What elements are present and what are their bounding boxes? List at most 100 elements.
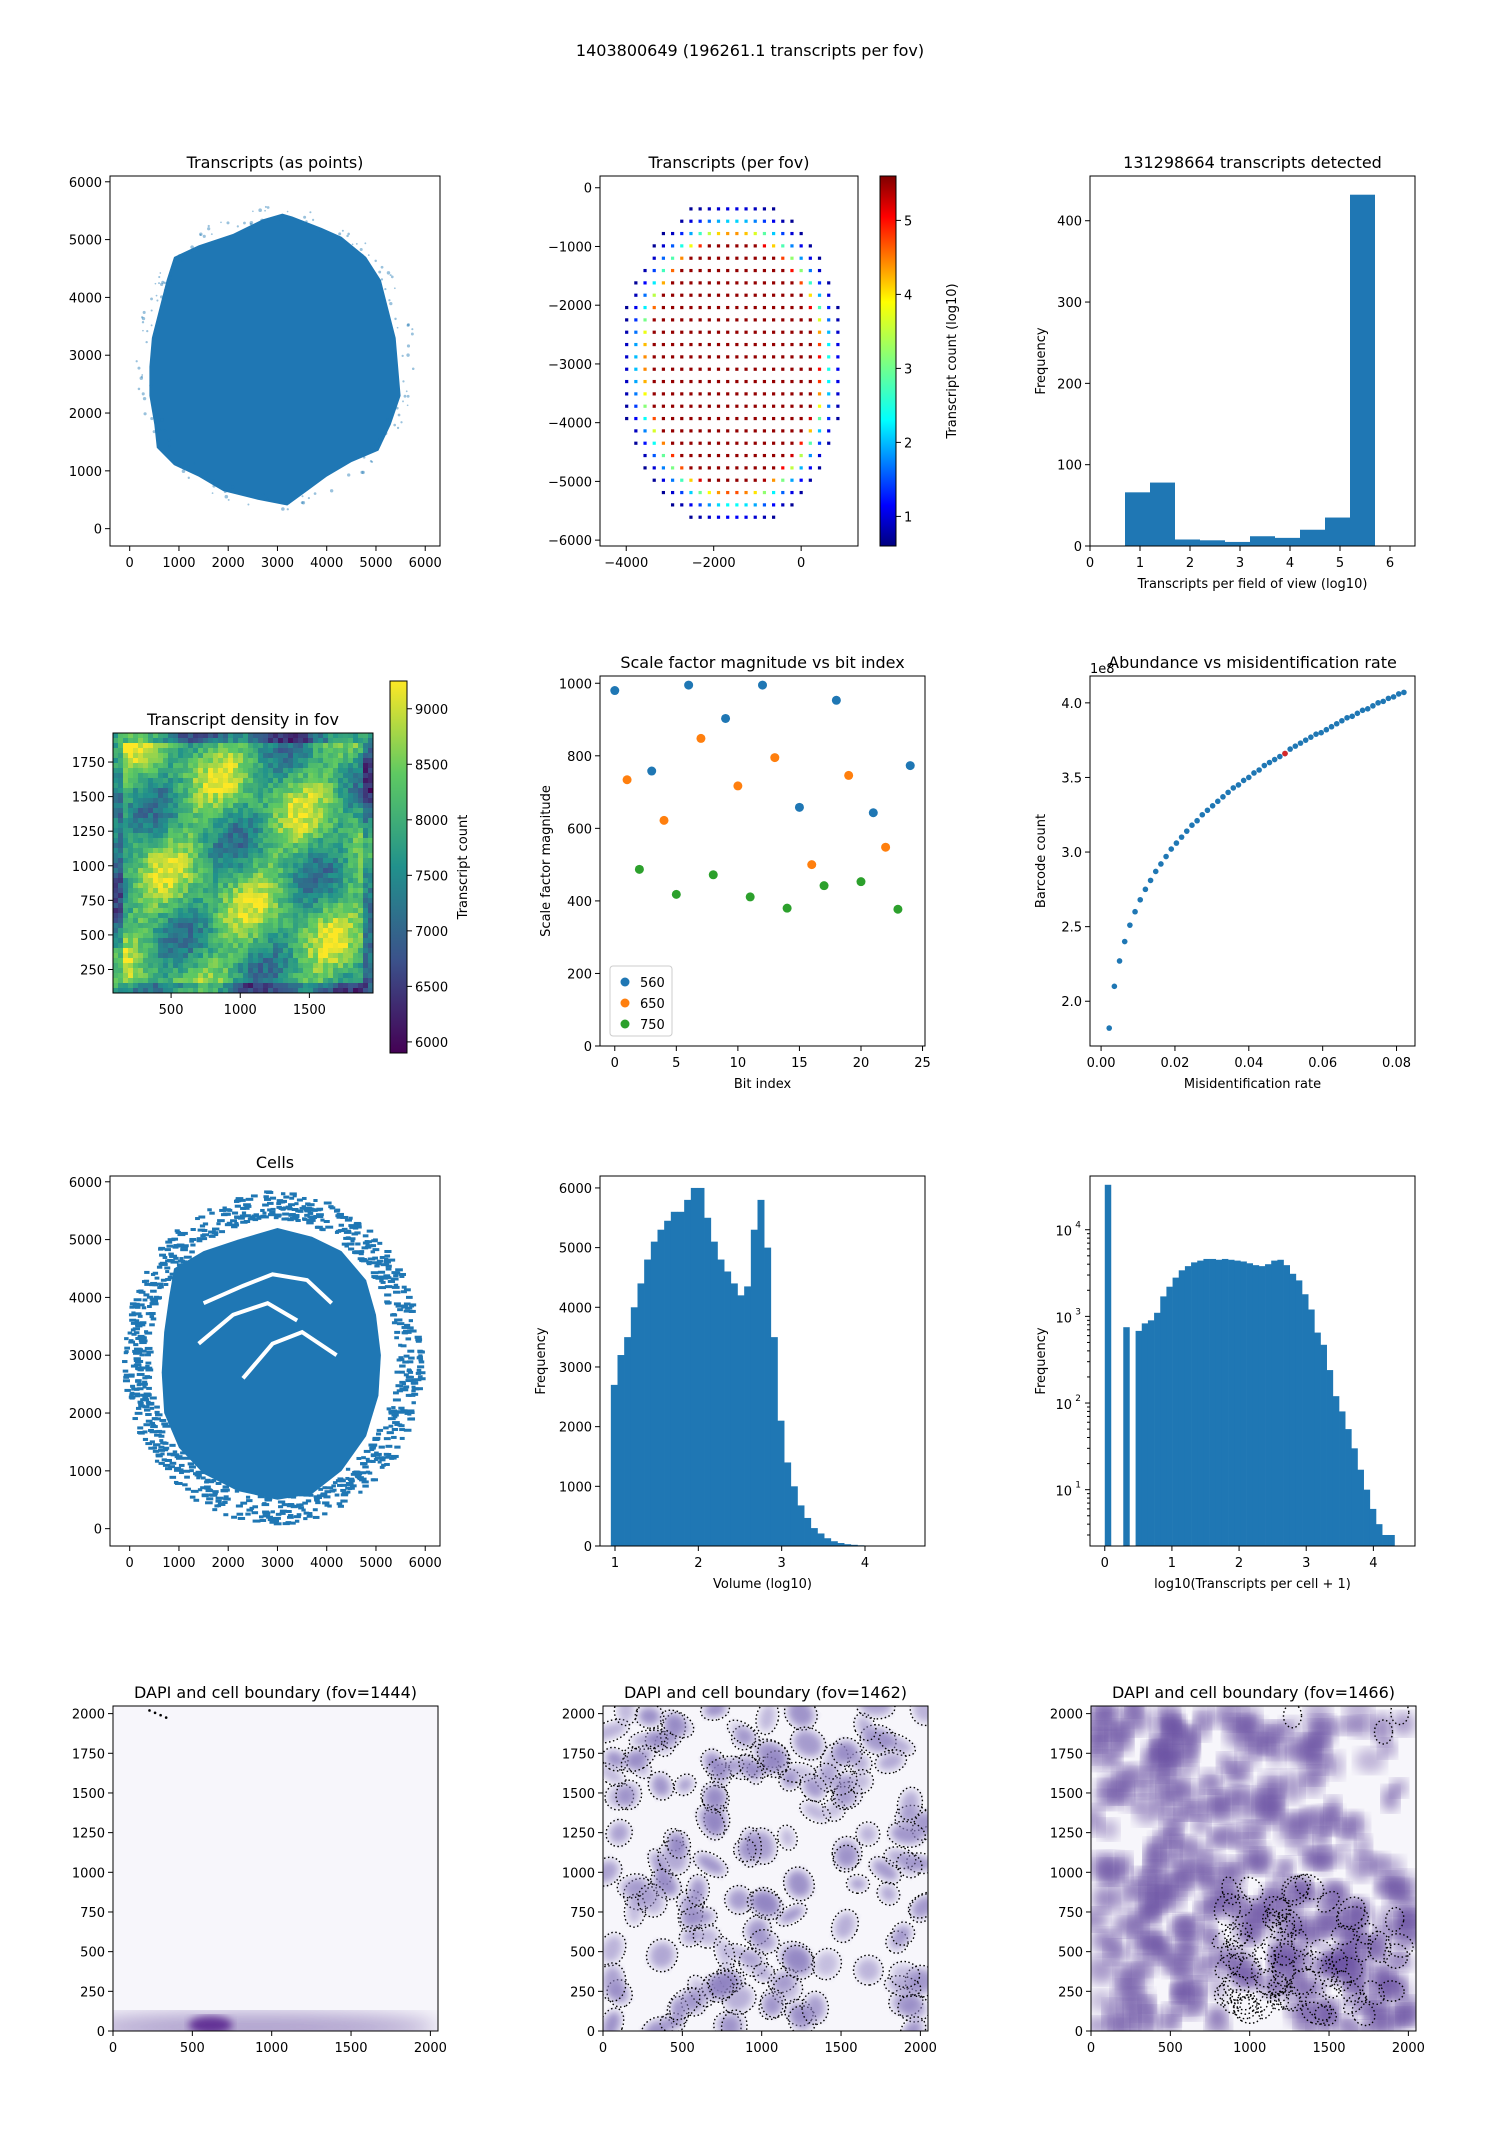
density-cell [158, 763, 164, 769]
cell-marker [169, 1254, 178, 1258]
x-tick-label: 2000 [212, 556, 245, 571]
fov-point [716, 355, 721, 359]
density-cell [238, 738, 244, 744]
density-cell [293, 803, 299, 809]
cell-marker [196, 1239, 203, 1243]
density-cell [238, 873, 244, 879]
barcode-point [1240, 777, 1247, 784]
density-cell [253, 893, 259, 899]
density-cell [363, 843, 369, 849]
density-cell [223, 853, 229, 859]
density-cell [123, 958, 129, 964]
density-cell [213, 868, 219, 874]
density-cell [143, 938, 149, 944]
density-cell [158, 908, 164, 914]
y-tick-label: 5000 [69, 1234, 102, 1249]
cell-boundary [603, 1856, 623, 1887]
x-tick-label: −2000 [692, 556, 736, 571]
cell-marker [361, 1456, 366, 1460]
density-cell [303, 883, 309, 889]
cell-marker [142, 1430, 148, 1434]
cell-marker [312, 1515, 320, 1519]
density-cell [118, 793, 124, 799]
density-cell [148, 783, 154, 789]
density-cell [238, 743, 244, 749]
density-cell [263, 878, 269, 884]
density-cell [198, 893, 204, 899]
density-cell [228, 733, 234, 739]
density-cell [213, 983, 219, 989]
density-cell [193, 798, 199, 804]
density-cell [233, 803, 239, 809]
density-cell [313, 873, 319, 879]
density-cell [318, 968, 324, 974]
barcode-point [1152, 868, 1159, 875]
cell-marker [324, 1503, 330, 1507]
density-cell [158, 973, 164, 979]
cell-marker [148, 1312, 156, 1316]
density-cell [228, 983, 234, 989]
density-cell [213, 978, 219, 984]
fov-point [781, 355, 785, 359]
density-cell [128, 933, 134, 939]
density-cell [113, 923, 119, 929]
cell-marker [290, 1505, 298, 1509]
cell-marker [384, 1462, 390, 1466]
density-cell [258, 963, 264, 969]
density-cell [298, 903, 304, 909]
fov-point [753, 231, 757, 236]
density-cell [138, 743, 144, 749]
density-cell [328, 798, 334, 804]
density-cell [288, 768, 294, 774]
density-cell [153, 978, 159, 984]
density-cell [363, 908, 369, 914]
cell-boundary [890, 1921, 916, 1946]
density-cell [248, 768, 254, 774]
density-cell [233, 978, 239, 984]
cell-marker [142, 1298, 148, 1302]
fov-point [817, 293, 822, 297]
density-cell [278, 863, 284, 869]
density-cell [118, 753, 124, 759]
fov-point [781, 342, 785, 347]
density-cell [288, 898, 294, 904]
density-cell [118, 778, 124, 784]
density-cell [138, 868, 144, 874]
density-cell [228, 988, 234, 994]
density-cell [168, 958, 174, 964]
transcript-point [384, 287, 387, 291]
cell-transcript-bar [1178, 1270, 1186, 1546]
density-cell [173, 768, 179, 774]
density-cell [113, 883, 119, 889]
density-cell [343, 943, 349, 949]
density-cell [133, 798, 139, 804]
cell-marker [151, 1302, 159, 1306]
density-cell [188, 933, 194, 939]
x-tick-label: 2000 [212, 1556, 245, 1571]
transcript-point [313, 492, 317, 495]
volume-bar [637, 1283, 645, 1546]
density-cell [233, 843, 239, 849]
density-cell [128, 868, 134, 874]
density-cell [203, 888, 209, 894]
density-cell [133, 813, 139, 819]
density-cell [188, 743, 194, 749]
panel-transcripts_per_fov: −4000 −2000 00−1000−2000−3000−4000−5000−60… [548, 153, 960, 571]
cell-marker [169, 1443, 176, 1447]
density-cell [208, 873, 214, 879]
barcode-point [1158, 861, 1164, 867]
panel-abundance: 0.00 0.02 0.04 0.06 0.082.02.53.03.54.0Abund… [1034, 653, 1416, 1092]
fov-point [689, 453, 693, 458]
cell-marker [378, 1456, 386, 1460]
density-cell [148, 848, 154, 854]
cell-marker [124, 1350, 129, 1354]
density-cell [288, 853, 294, 859]
cell-marker [346, 1229, 352, 1233]
density-cell [328, 823, 334, 829]
density-cell [298, 948, 304, 954]
density-cell [198, 788, 204, 794]
density-cell [168, 793, 174, 799]
density-cell [218, 908, 224, 914]
density-cell [188, 748, 194, 754]
fov-point [762, 305, 767, 310]
